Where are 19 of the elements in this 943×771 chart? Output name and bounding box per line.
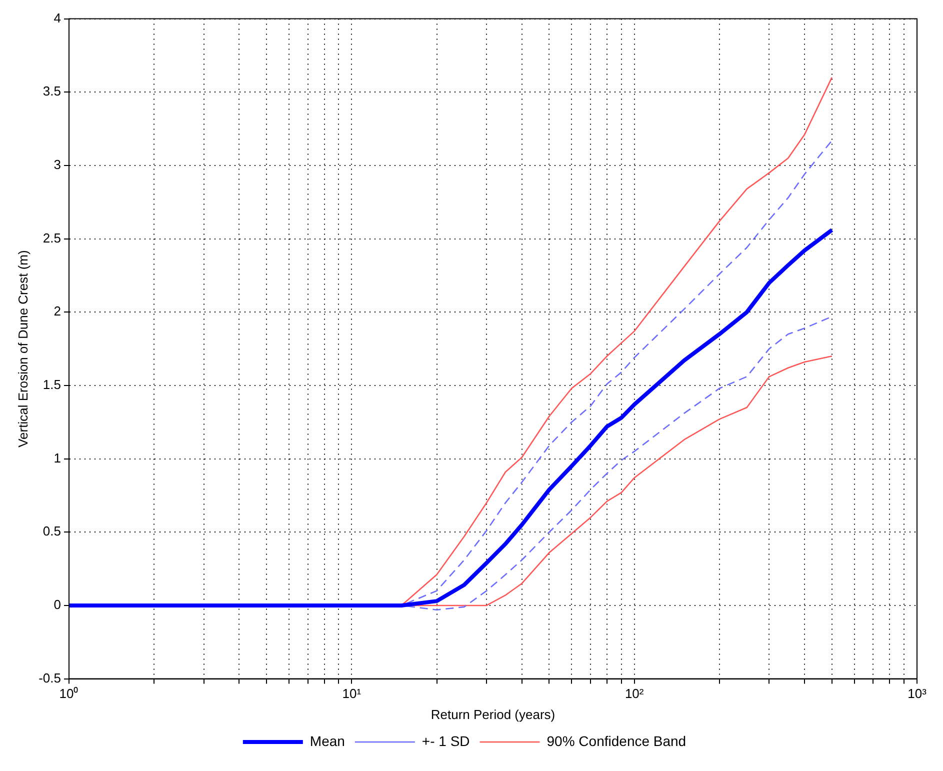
x-tick-label: 10¹ <box>342 686 362 702</box>
y-tick-label: 1.5 <box>42 377 61 392</box>
legend-label: 90% Confidence Band <box>546 732 686 749</box>
y-tick-label: -0.5 <box>38 670 61 686</box>
y-tick-label: 2.5 <box>42 230 61 246</box>
x-tick-label: 10² <box>624 686 644 702</box>
y-axis-title: Vertical Erosion of Dune Crest (m) <box>15 250 30 448</box>
y-tick-label: 3 <box>54 157 61 172</box>
y-tick-label: 1 <box>54 450 61 466</box>
y-tick-label: 0 <box>54 597 61 612</box>
y-tick-label: 0.5 <box>42 524 61 539</box>
x-tick-label: 10⁰ <box>59 686 79 702</box>
y-tick-label: 3.5 <box>42 84 61 99</box>
x-axis-title: Return Period (years) <box>430 706 556 722</box>
x-tick-label: 10³ <box>908 686 928 702</box>
legend-label: Mean <box>310 732 345 749</box>
legend-label: +- 1 SD <box>422 732 470 749</box>
y-tick-label: 2 <box>54 304 61 319</box>
y-tick-label: 4 <box>54 10 61 26</box>
